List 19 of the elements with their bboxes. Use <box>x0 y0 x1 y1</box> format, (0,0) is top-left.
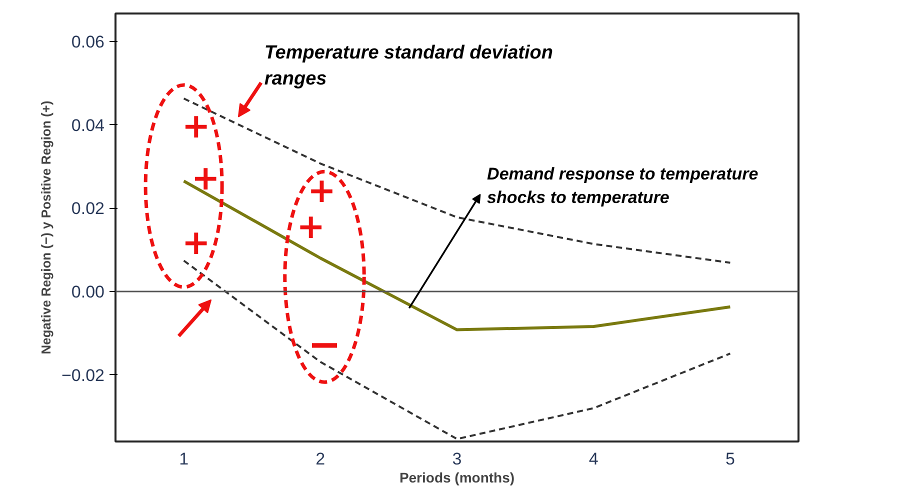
annotation: + <box>191 158 220 198</box>
annotation: Demand response to temperature shocks to temperature <box>487 164 758 208</box>
y-tick-label: 0.00 <box>71 282 105 302</box>
x-tick-label: 1 <box>179 450 189 468</box>
y-tick-label: 0.06 <box>71 32 105 52</box>
y-tick-label: −0.02 <box>61 366 104 385</box>
x-tick-label: 3 <box>452 450 462 468</box>
x-axis-title: Periods (months) <box>399 470 515 486</box>
x-tick-label: 5 <box>725 450 735 468</box>
annotation: + <box>182 222 210 263</box>
annotation: + <box>182 106 210 146</box>
y-tick-label: 0.02 <box>71 199 105 218</box>
x-tick-label: 2 <box>316 450 326 468</box>
y-tick-label: 0.04 <box>71 116 105 135</box>
x-tick-label: 4 <box>588 450 598 468</box>
annotation: − <box>308 322 342 368</box>
line-series <box>182 260 732 440</box>
y-axis-title: Negative Region (−) y Positive Region (+) <box>38 100 54 354</box>
annotation: Temperature standard deviation ranges <box>264 42 553 90</box>
